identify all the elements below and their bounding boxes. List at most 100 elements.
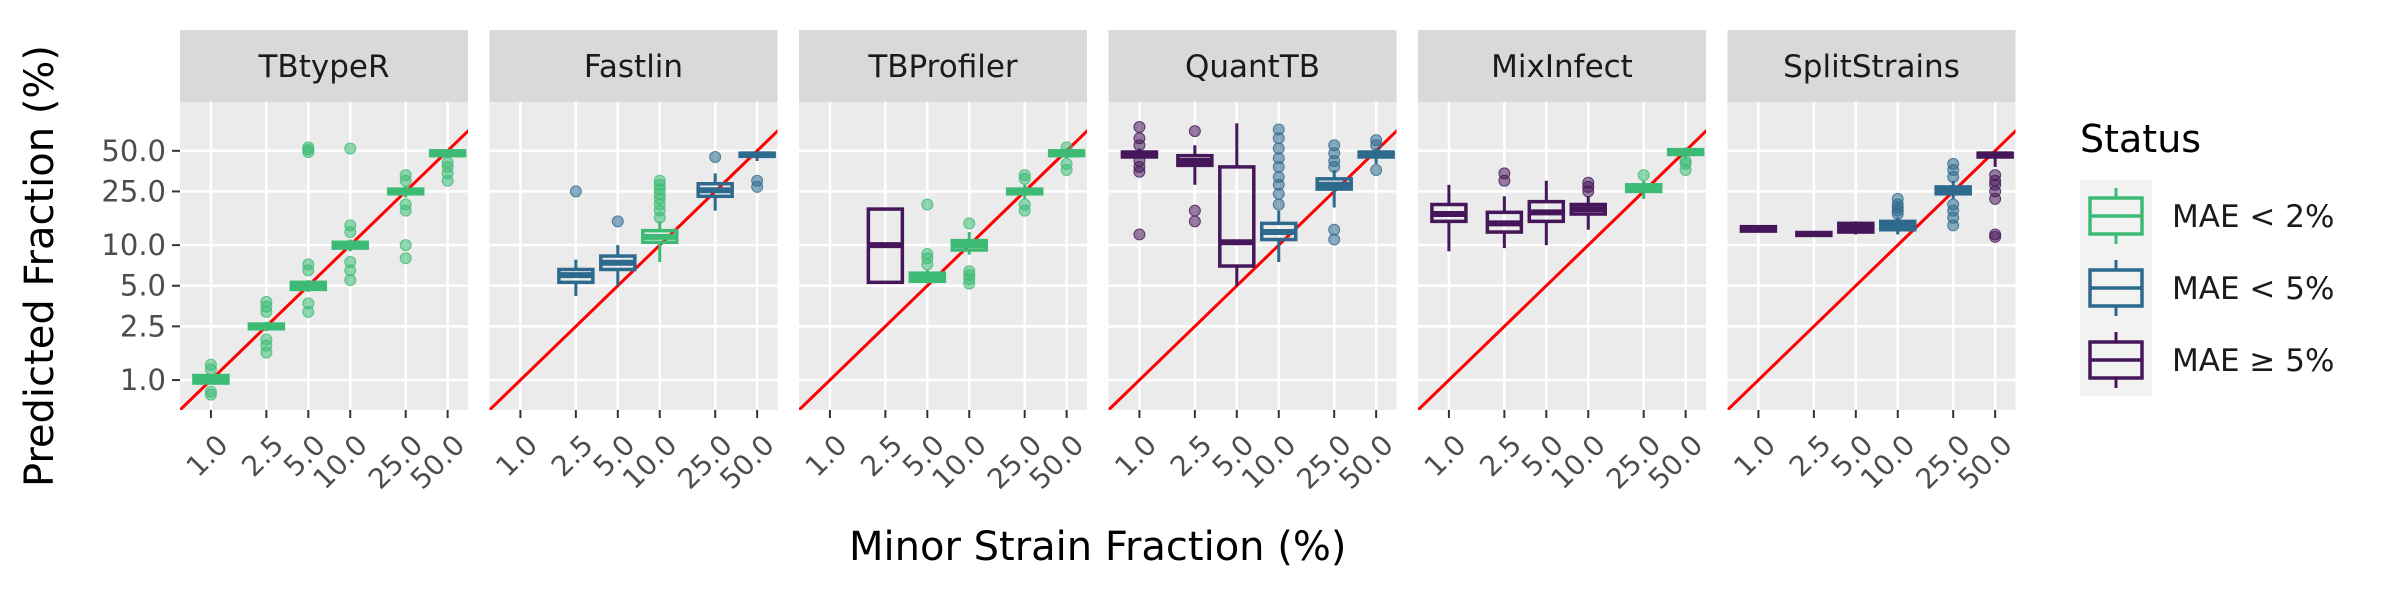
x-tick-label: 1.0 [180, 428, 235, 483]
reference-line [799, 129, 1087, 410]
boxplot [866, 207, 905, 285]
outlier-point [611, 215, 624, 228]
outlier-point [1133, 228, 1146, 241]
outlier-point [399, 198, 412, 211]
legend: Status MAE < 2% MAE < 5% MAE ≥ 5% [2080, 117, 2334, 396]
outlier-point [1272, 170, 1285, 183]
panel-background [1418, 102, 1706, 410]
outlier-point [204, 385, 217, 398]
panel-content [1108, 102, 1397, 410]
x-tick-label: 1.0 [1108, 428, 1163, 483]
outlier-point [921, 247, 934, 260]
boxplot [1176, 125, 1214, 228]
facet-title: QuantTB [1185, 49, 1320, 85]
boxplot [1527, 180, 1566, 246]
outlier-point [302, 258, 315, 271]
y-tick-label: 25.0 [101, 174, 166, 208]
panel-content [180, 102, 468, 410]
x-tick-label: 1.0 [799, 428, 854, 483]
outlier-point [1018, 198, 1031, 211]
boxplot [908, 198, 947, 284]
boxplot [1878, 192, 1917, 235]
boxplot [331, 142, 369, 287]
outlier-point [1133, 121, 1146, 134]
x-tick-label: 1.0 [1418, 428, 1473, 483]
outlier-point [1272, 123, 1285, 136]
legend-label: MAE < 5% [2172, 271, 2334, 307]
outlier-point [302, 297, 315, 310]
reference-line [1727, 129, 2016, 410]
outlier-point [1060, 157, 1073, 170]
boxplot [428, 149, 467, 187]
outlier-point [1498, 167, 1511, 180]
outlier-point [1370, 134, 1383, 147]
boxplot [1666, 147, 1705, 177]
boxplot [1259, 123, 1298, 262]
legend-title: Status [2080, 117, 2201, 161]
facet-title: Fastlin [584, 49, 683, 85]
y-tick-label: 1.0 [120, 363, 166, 397]
y-tick-label: 50.0 [101, 134, 166, 168]
outlier-point [1328, 223, 1341, 236]
legend-item: MAE < 5% [2080, 252, 2334, 324]
outlier-point [441, 156, 454, 169]
boxplot [738, 151, 776, 193]
facet-title: TBtypeR [258, 49, 390, 85]
x-tick-label: 1.0 [1727, 428, 1782, 483]
outlier-point [302, 141, 315, 154]
boxplot [289, 141, 328, 318]
boxplot [1795, 230, 1833, 238]
outlier-point [569, 185, 582, 198]
facet-strip [1108, 30, 1397, 102]
legend-item: MAE < 2% [2080, 180, 2334, 252]
boxplot [1218, 123, 1256, 286]
outlier-point [1947, 198, 1960, 211]
outlier-point [260, 333, 273, 346]
y-tick-label: 5.0 [120, 269, 166, 303]
boxplot [640, 174, 679, 262]
boxplot [1976, 151, 2014, 243]
boxplot [950, 217, 988, 290]
panel-background [799, 102, 1087, 410]
outlier-point [399, 169, 412, 182]
boxplot [386, 169, 425, 265]
panel-content [799, 102, 1087, 410]
outlier-point [1637, 169, 1650, 182]
legend-label: MAE ≥ 5% [2172, 343, 2334, 379]
outlier-point [344, 219, 357, 232]
facet-strip [799, 30, 1087, 102]
outlier-point [1133, 132, 1146, 145]
outlier-point [204, 358, 217, 371]
boxplot [696, 150, 734, 211]
outlier-point [1272, 198, 1285, 211]
facet-strip [1418, 30, 1706, 102]
outlier-point [1188, 215, 1201, 228]
outlier-point [1891, 192, 1904, 205]
x-axis-title: Minor Strain Fraction (%) [849, 524, 1346, 570]
facet-title: MixInfect [1491, 49, 1633, 85]
y-tick-label: 10.0 [101, 228, 166, 262]
boxplot [1315, 139, 1353, 246]
boxplot [1005, 169, 1044, 217]
boxplot [1934, 157, 1972, 232]
facet-title: TBProfiler [867, 49, 1018, 85]
panel-background [1727, 102, 2016, 410]
legend-item: MAE ≥ 5% [2080, 324, 2334, 396]
outlier-point [709, 150, 722, 163]
boxplot [1047, 141, 1086, 177]
panel-content [1727, 102, 2016, 410]
boxplot [1357, 134, 1395, 177]
outlier-point [963, 265, 976, 278]
boxplot [1120, 121, 1159, 241]
outlier-point [1989, 169, 2002, 182]
boxplot [1837, 221, 1875, 235]
outlier-point [1582, 176, 1595, 189]
box-iqr [1218, 165, 1256, 268]
boxplot [1485, 167, 1524, 249]
